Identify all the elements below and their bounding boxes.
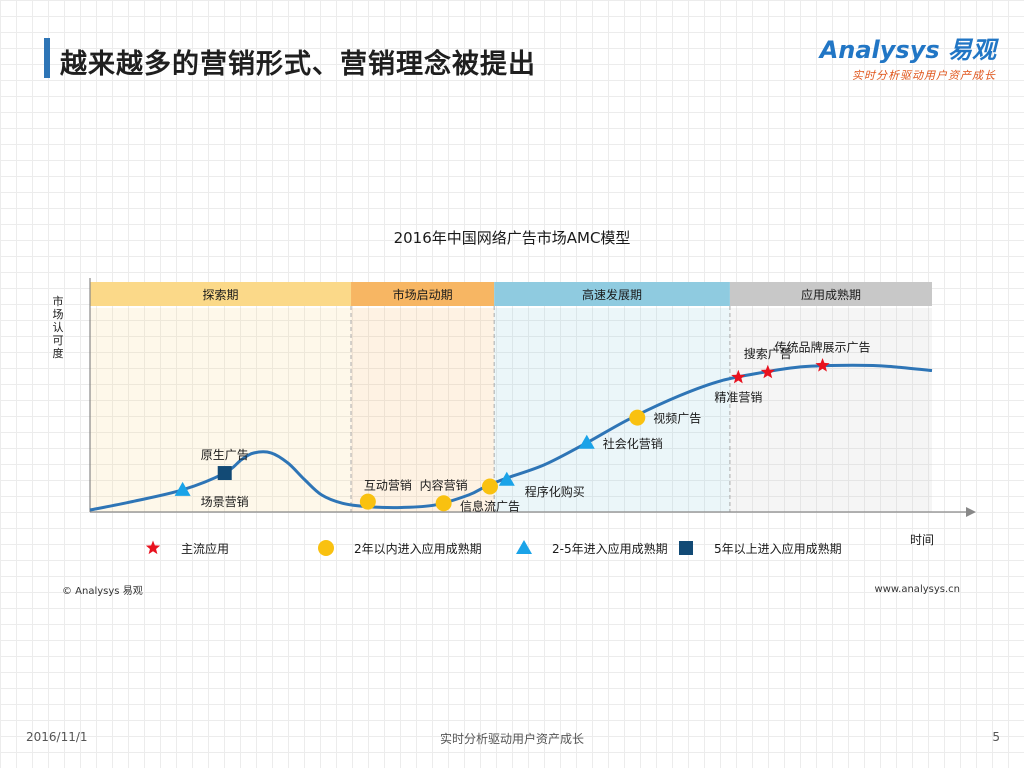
- data-point-8: [731, 369, 746, 384]
- page-number: 5: [992, 730, 1000, 744]
- phase-label-0: 探索期: [203, 288, 239, 302]
- data-point-5: [498, 471, 515, 486]
- legend-label-0: 主流应用: [181, 541, 229, 556]
- data-point-7: [629, 409, 646, 426]
- slide-date: 2016/11/1: [26, 730, 88, 744]
- page-title: 越来越多的营销形式、营销理念被提出: [60, 49, 536, 80]
- phase-header-1: [351, 282, 495, 306]
- copyright: © Analysys 易观: [62, 586, 143, 597]
- phase-header-2: [494, 282, 730, 306]
- ylabel-char-1: 场: [53, 307, 64, 321]
- phase-band-2: [494, 308, 730, 512]
- data-point-3: [435, 495, 452, 512]
- data-label-8: 精准营销: [714, 390, 762, 404]
- phase-label-2: 高速发展期: [582, 287, 642, 302]
- data-label-10: 传统品牌展示广告: [775, 340, 871, 355]
- phase-header-3: [729, 282, 932, 306]
- legend-symbol-2: [516, 540, 532, 554]
- data-point-9: [760, 364, 775, 379]
- phase-label-1: 市场启动期: [393, 287, 453, 302]
- legend-symbol-3: [679, 541, 693, 555]
- data-point-4: [481, 478, 498, 495]
- data-point-0: [174, 481, 191, 496]
- data-point-1: [217, 466, 232, 481]
- phase-header-0: [90, 282, 352, 306]
- data-label-4: 信息流广告: [460, 498, 520, 513]
- data-label-9: 搜索广告: [744, 346, 792, 361]
- ylabel-char-2: 认: [53, 321, 64, 334]
- brand-logo: Analysys 易观 实时分析驱动用户资产成长: [820, 30, 996, 83]
- legend-symbol-1: [318, 540, 334, 556]
- data-label-3: 内容营销: [420, 477, 468, 492]
- amc-curve: [89, 363, 933, 512]
- legend-label-1: 2年以内进入应用成熟期: [354, 541, 482, 556]
- data-label-7: 视频广告: [653, 411, 701, 426]
- data-point-10: [815, 358, 830, 372]
- phase-band-3: [729, 308, 932, 512]
- ylabel-char-0: 市: [53, 294, 64, 308]
- legend-label-2: 2-5年进入应用成熟期: [552, 541, 668, 556]
- ylabel-char-3: 可: [53, 334, 64, 347]
- ylabel-char-4: 度: [53, 346, 64, 360]
- legend-symbol-0: [145, 540, 161, 555]
- legend-label-3: 5年以上进入应用成熟期: [714, 541, 842, 556]
- phase-band-1: [351, 308, 495, 512]
- x-axis-arrow: [966, 507, 976, 517]
- phase-band-0: [90, 308, 352, 512]
- chart-title: 2016年中国网络广告市场AMC模型: [393, 229, 631, 247]
- data-label-6: 社会化营销: [603, 436, 663, 451]
- title-accent-bar: [44, 38, 50, 78]
- data-point-2: [359, 493, 376, 510]
- logo-text: Analysys 易观: [819, 36, 996, 64]
- website: www.analysys.cn: [874, 584, 960, 595]
- data-label-1: 原生广告: [201, 448, 249, 462]
- data-label-0: 场景营销: [201, 495, 249, 509]
- data-label-2: 互动营销: [364, 479, 412, 493]
- slide-slogan: 实时分析驱动用户资产成长: [439, 732, 584, 746]
- logo-tagline: 实时分析驱动用户资产成长: [852, 69, 996, 82]
- x-axis-label: 时间: [910, 533, 934, 547]
- phase-label-3: 应用成熟期: [801, 287, 861, 302]
- data-point-6: [578, 434, 595, 449]
- data-label-5: 程序化购买: [525, 484, 585, 499]
